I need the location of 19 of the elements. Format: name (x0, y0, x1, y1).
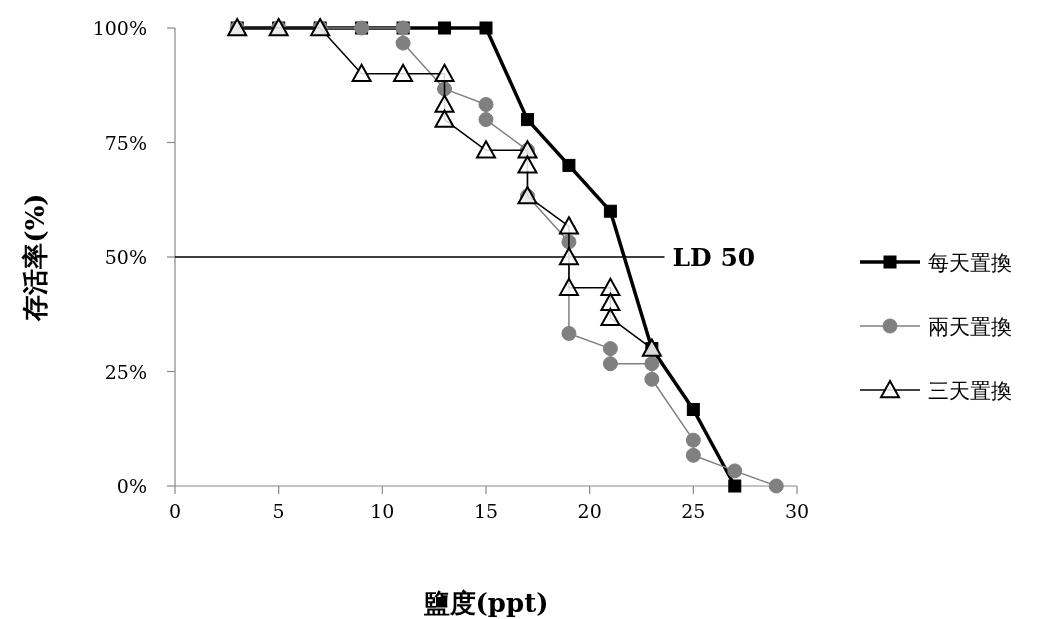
legend-label: 三天置換 (928, 379, 1012, 403)
y-axis-title: 存活率(%) (20, 193, 50, 322)
y-tick-label: 50% (104, 246, 147, 268)
x-tick-label: 5 (272, 500, 285, 522)
legend-label: 兩天置換 (928, 315, 1012, 339)
ref-line: LD 50 (174, 243, 756, 272)
x-tick-label: 25 (681, 500, 706, 522)
y-tick-label: 100% (92, 17, 147, 39)
legend-label: 每天置換 (928, 251, 1012, 275)
x-tick-label: 30 (784, 500, 810, 522)
x-tick-label: 10 (370, 500, 395, 522)
x-tick-label: 0 (168, 500, 182, 522)
y-tick-label: 25% (104, 360, 147, 383)
x-tick-label: 20 (577, 500, 602, 522)
y-tick-label: 0% (116, 475, 147, 497)
y-tick-label: 75% (104, 131, 147, 154)
x-tick-label: 15 (473, 500, 499, 522)
x-axis-title: 鹽度(ppt) (422, 588, 549, 618)
ref-line-label: LD 50 (672, 243, 756, 272)
